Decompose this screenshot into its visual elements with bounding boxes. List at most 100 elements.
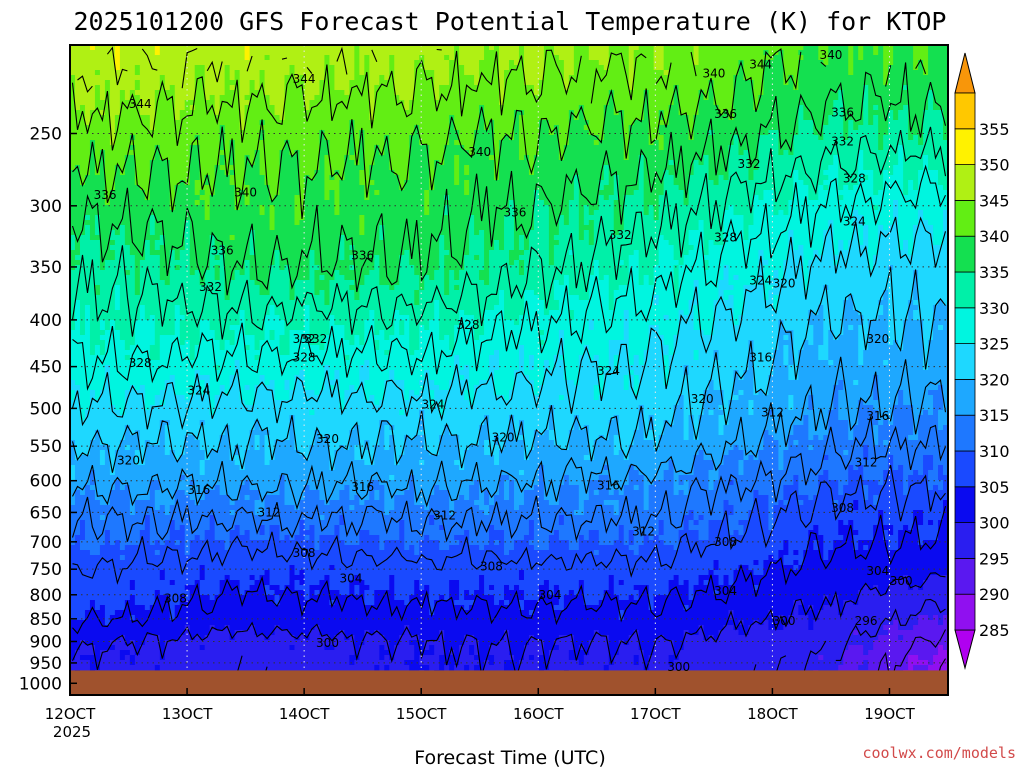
field-cell: [384, 95, 390, 101]
field-cell: [868, 155, 874, 161]
field-cell: [204, 145, 211, 151]
field-cell: [783, 60, 789, 66]
field-cell: [818, 180, 824, 186]
field-cell: [499, 160, 505, 166]
field-cell: [928, 115, 934, 121]
field-cell: [838, 65, 844, 71]
field-cell: [399, 165, 405, 171]
field-cell: [803, 130, 809, 136]
field-cell: [748, 175, 755, 181]
field-cell: [888, 45, 894, 51]
field-cell: [698, 75, 705, 81]
field-cell: [603, 130, 610, 136]
field-cell: [738, 125, 745, 131]
field-cell: [753, 135, 760, 141]
field-cell: [94, 160, 101, 166]
field-cell: [588, 140, 595, 146]
field-cell: [164, 185, 171, 191]
field-cell: [663, 100, 670, 106]
field-cell: [763, 110, 770, 116]
field-cell: [863, 140, 869, 146]
field-cell: [284, 105, 291, 111]
field-cell: [84, 180, 91, 186]
field-cell: [683, 95, 690, 101]
field-cell: [908, 175, 914, 181]
field-cell: [234, 140, 241, 146]
field-cell: [174, 155, 181, 161]
field-cell: [279, 60, 286, 66]
field-cell: [868, 55, 874, 61]
field-cell: [284, 120, 291, 126]
field-cell: [119, 55, 126, 61]
field-cell: [389, 60, 395, 66]
field-cell: [748, 110, 755, 116]
field-cell: [329, 175, 335, 181]
field-cell: [374, 155, 380, 161]
field-cell: [489, 85, 495, 91]
field-cell: [843, 95, 849, 101]
field-cell: [628, 130, 635, 136]
field-cell: [289, 95, 296, 101]
field-cell: [913, 170, 919, 176]
field-cell: [613, 155, 620, 161]
field-cell: [623, 145, 630, 151]
field-cell: [419, 140, 425, 146]
field-cell: [459, 60, 465, 66]
field-cell: [249, 185, 256, 191]
field-cell: [583, 180, 590, 186]
field-cell: [199, 145, 206, 151]
field-cell: [389, 100, 395, 106]
field-cell: [99, 100, 106, 106]
field-cell: [833, 145, 839, 151]
field-cell: [404, 130, 410, 136]
field-cell: [558, 120, 565, 126]
field-cell: [633, 110, 640, 116]
field-cell: [104, 115, 111, 121]
field-cell: [199, 130, 206, 136]
field-cell: [613, 90, 620, 96]
field-cell: [868, 80, 874, 86]
field-cell: [89, 65, 96, 71]
field-cell: [523, 100, 530, 106]
field-cell: [339, 180, 345, 186]
field-cell: [109, 170, 116, 176]
field-cell: [174, 185, 181, 191]
field-cell: [299, 135, 306, 141]
field-cell: [533, 130, 540, 136]
field-cell: [354, 90, 360, 96]
field-cell: [738, 105, 745, 111]
field-cell: [548, 175, 555, 181]
field-cell: [149, 55, 156, 61]
field-cell: [469, 75, 475, 81]
field-cell: [189, 185, 196, 191]
field-cell: [573, 155, 580, 161]
field-cell: [758, 60, 765, 66]
field-cell: [828, 55, 834, 61]
field-cell: [598, 155, 605, 161]
field-cell: [788, 105, 794, 111]
field-cell: [159, 115, 166, 121]
field-cell: [474, 130, 480, 136]
field-cell: [943, 100, 948, 106]
field-cell: [873, 105, 879, 111]
field-cell: [858, 55, 864, 61]
field-cell: [134, 55, 141, 61]
field-cell: [873, 115, 879, 121]
field-cell: [758, 75, 765, 81]
field-cell: [164, 60, 171, 66]
field-cell: [404, 65, 410, 71]
field-cell: [374, 80, 380, 86]
field-cell: [234, 95, 241, 101]
field-cell: [224, 80, 231, 86]
field-cell: [84, 65, 91, 71]
field-cell: [354, 70, 360, 76]
field-cell: [509, 130, 515, 136]
field-cell: [299, 115, 306, 121]
field-cell: [863, 120, 869, 126]
field-cell: [763, 180, 770, 186]
field-cell: [643, 165, 650, 171]
field-cell: [209, 170, 216, 176]
field-cell: [638, 50, 645, 56]
field-cell: [169, 45, 176, 51]
field-cell: [254, 175, 261, 181]
